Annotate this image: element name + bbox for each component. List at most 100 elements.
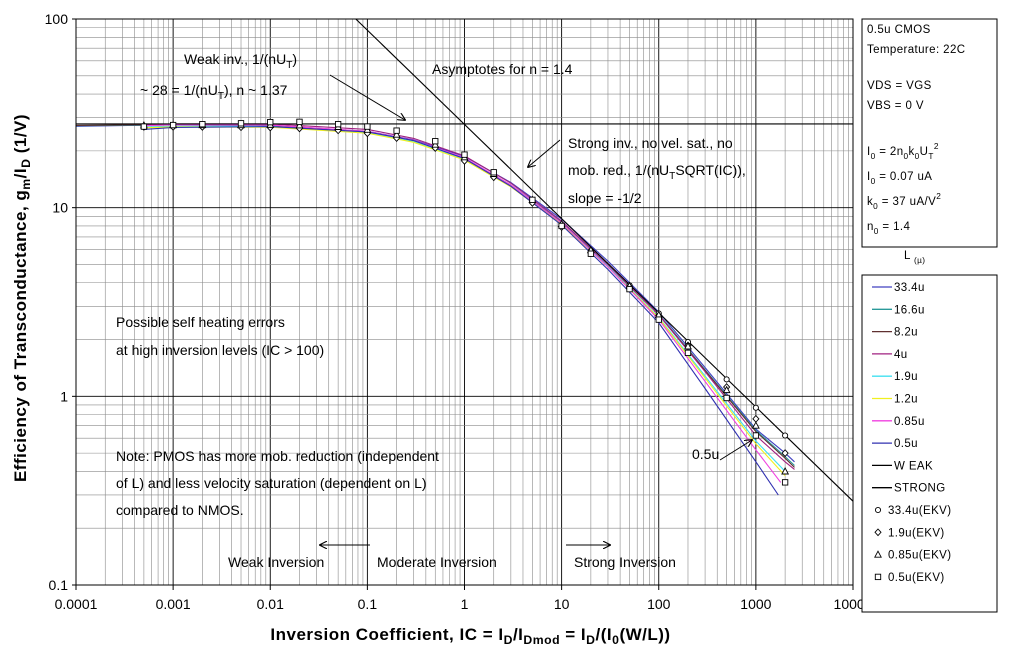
- ekv-square-marker: [334, 121, 342, 128]
- ekv-triangle-marker: [874, 550, 882, 558]
- ekv-square-marker: [874, 573, 882, 581]
- legend-item-8-2u: 8.2u: [872, 327, 918, 339]
- ekv-circle-marker: [874, 506, 882, 514]
- legend: 33.4u 16.6u 8.2u 4u 1.9u 1.2u 0.85u 0.5u W EAK ST…: [861, 274, 998, 613]
- legend-label: 1.2u: [894, 394, 918, 406]
- ekv-square-marker: [267, 118, 274, 126]
- axis-ticks: 0.0001 0.001 0.01 0.1 1 10 100 1000 100000.11101…: [45, 11, 873, 612]
- ekv-circle-marker: [723, 376, 730, 383]
- annotation-weak-inv-value: ~ 28 = 1/(nUT), n ~ 1.37: [140, 82, 288, 102]
- legend-item-0-85u-ekv: 0.85u(EKV): [874, 550, 951, 562]
- x-tick-label: 0.0001: [55, 596, 98, 612]
- y-tick-label: 0.1: [49, 577, 69, 593]
- annotation-pmos-note-2: of L) and less velocity saturation (depe…: [116, 475, 427, 491]
- ekv-square-marker: [626, 285, 633, 293]
- ekv-square-marker: [199, 121, 206, 128]
- legend-label: 0.5u: [894, 438, 918, 450]
- annotation-strong-inv-1: Strong inv., no vel. sat., no: [568, 135, 733, 151]
- legend-label: 16.6u: [894, 304, 925, 316]
- annotations: Weak inv., 1/(nUT) ~ 28 = 1/(nUT), n ~ 1.…: [116, 51, 746, 570]
- legend-item-33-4u-ekv: 33.4u(EKV): [874, 505, 951, 517]
- ekv-square-marker: [237, 120, 245, 127]
- legend-item-4u: 4u: [872, 349, 908, 361]
- legend-label: 8.2u: [894, 327, 918, 339]
- annotation-pmos-note-1: Note: PMOS has more mob. reduction (inde…: [116, 448, 439, 464]
- series-strong: [355, 19, 853, 502]
- ekv-square-marker: [781, 479, 789, 486]
- ekv-square-marker: [684, 349, 692, 357]
- ekv-square-marker: [655, 316, 662, 323]
- ekv-triangle-marker: [751, 421, 760, 429]
- ekv-square-marker: [461, 151, 468, 158]
- annotation-0-5u: 0.5u: [692, 446, 719, 462]
- ekv-square-marker: [393, 127, 400, 134]
- legend-item-16-6u: 16.6u: [872, 304, 925, 316]
- ekv-diamond-marker: [874, 528, 882, 537]
- annotation-strong-inversion: Strong Inversion: [574, 554, 676, 570]
- series-4u: [143, 123, 795, 470]
- series-0-5u: [143, 126, 779, 496]
- ekv-square-marker: [529, 196, 536, 204]
- info-line: I0 = 2n0k0UT2: [867, 142, 939, 161]
- annotation-strong-inv-2: mob. red., 1/(nUTSQRT(IC)),: [568, 162, 746, 182]
- legend-label: 33.4u: [894, 282, 925, 294]
- ekv-circle-marker: [752, 404, 759, 411]
- x-tick-label: 100: [647, 596, 671, 612]
- annotation-weak-inv-title: Weak inv., 1/(nUT): [184, 51, 297, 71]
- y-tick-label: 1: [60, 388, 68, 404]
- ekv-triangle-marker: [722, 385, 731, 394]
- ekv-triangle-marker: [392, 130, 401, 138]
- annotation-pmos-note-3: compared to NMOS.: [116, 502, 244, 518]
- legend-label: 0.85u: [894, 416, 925, 428]
- annotation-weak-inversion: Weak Inversion: [228, 554, 324, 570]
- x-tick-label: 0.001: [156, 596, 191, 612]
- annotation-self-heating-1: Possible self heating errors: [116, 314, 285, 330]
- label-0-5u-arrow: [719, 440, 752, 461]
- legend-item-1-9u-ekv: 1.9u(EKV): [874, 527, 945, 539]
- ekv-square-marker: [140, 123, 148, 130]
- legend-label: 4u: [894, 349, 908, 361]
- legend-label: 1.9u: [894, 371, 918, 383]
- series-0-5u-ekv: [140, 118, 789, 486]
- ekv-square-marker: [723, 394, 730, 402]
- info-line: 0.5u CMOS: [867, 24, 931, 36]
- legend-item-0-5u: 0.5u: [872, 438, 918, 450]
- x-tick-label: 10: [554, 596, 570, 612]
- ekv-diamond-marker: [752, 414, 760, 423]
- ekv-square-marker: [752, 432, 760, 439]
- weak-inv-arrow: [329, 74, 405, 120]
- ekv-square-marker: [490, 169, 497, 176]
- x-tick-label: 1000: [740, 596, 771, 612]
- ekv-square-marker: [587, 250, 595, 257]
- ekv-triangle-marker: [781, 467, 790, 475]
- info-line: VDS = VGS: [867, 80, 932, 92]
- ekv-square-marker: [364, 123, 371, 130]
- ekv-square-marker: [169, 121, 177, 129]
- ekv-square-marker: [558, 222, 565, 230]
- annotation-moderate-inversion: Moderate Inversion: [377, 554, 497, 570]
- info-box-frame: [861, 18, 998, 248]
- y-tick-label: 100: [45, 11, 69, 27]
- legend-item-1-2u: 1.2u: [872, 394, 918, 406]
- legend-label: STRONG: [894, 483, 946, 495]
- legend-item-0-5u-ekv: 0.5u(EKV): [874, 572, 944, 584]
- legend-label: 1.9u(EKV): [888, 527, 945, 539]
- ekv-square-marker: [432, 138, 439, 145]
- ekv-triangle-marker: [684, 342, 692, 350]
- x-tick-label: 1: [461, 596, 469, 612]
- annotation-strong-inv-3: slope = -1/2: [568, 190, 642, 206]
- annotation-arrows: [320, 74, 752, 545]
- annotation-asymptotes: Asymptotes for n = 1.4: [432, 61, 573, 77]
- series-0-85u: [143, 124, 782, 483]
- ekv-circle-marker: [782, 432, 789, 439]
- strong-inv-arrow: [528, 139, 561, 167]
- info-line: k0 = 37 uA/V2: [867, 192, 941, 211]
- info-line: n0 = 1.4: [867, 221, 910, 236]
- grid-lines: [75, 19, 853, 586]
- legend-label: 0.85u(EKV): [888, 550, 951, 562]
- y-tick-label: 10: [52, 200, 68, 216]
- x-tick-label: 0.1: [358, 596, 378, 612]
- legend-item-0-85u: 0.85u: [872, 416, 925, 428]
- x-axis-title: Inversion Coefficient, IC = ID/IDmod = I…: [270, 625, 670, 647]
- legend-item-33-4u: 33.4u: [872, 282, 925, 294]
